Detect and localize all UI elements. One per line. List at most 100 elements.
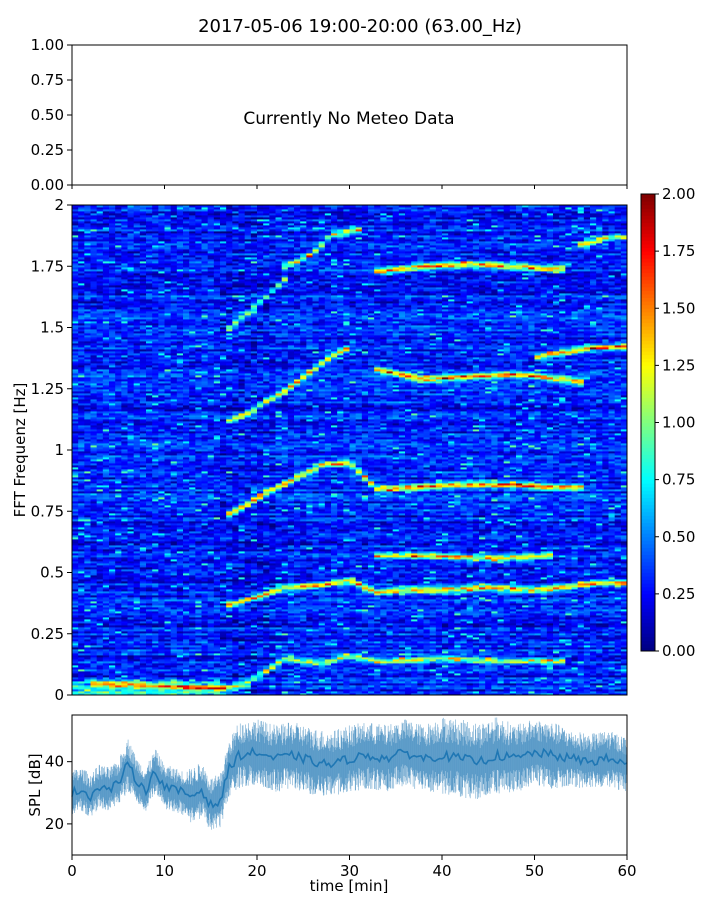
spectrogram-cell xyxy=(201,671,209,674)
spectrogram-cell xyxy=(176,667,184,670)
spectrogram-cell xyxy=(466,675,474,678)
spectrogram-cell xyxy=(602,669,609,672)
spectrogram-cell xyxy=(133,663,141,666)
spectrogram-cell xyxy=(479,693,486,696)
spectrogram-cell xyxy=(460,673,468,676)
spectrogram-cell xyxy=(608,665,616,668)
spectrogram-cell xyxy=(472,659,480,662)
spectrogram-cell xyxy=(435,677,443,680)
spectrogram-cell xyxy=(479,667,486,670)
spectrogram-cell xyxy=(454,665,461,668)
spectrogram-cell xyxy=(405,663,412,666)
spectrogram-cell xyxy=(435,673,443,676)
spectrogram-cell xyxy=(368,671,375,674)
spectrogram-cell xyxy=(306,691,313,694)
spectrogram-cell xyxy=(565,667,572,670)
spectrogram-cell xyxy=(460,657,468,660)
spectrogram-cell xyxy=(238,677,246,680)
spectrogram-cell xyxy=(158,689,165,692)
spectrogram-cell xyxy=(435,683,443,686)
spectrogram-cell xyxy=(232,655,239,658)
spectrogram-cell xyxy=(417,689,424,692)
spectrogram-cell xyxy=(300,675,307,678)
spectrogram-cell xyxy=(318,665,326,668)
spectrogram-cell xyxy=(565,687,572,690)
spectrogram-cell xyxy=(84,661,91,664)
spectrogram-cell xyxy=(546,667,554,670)
spectrogram-cell xyxy=(528,663,535,666)
spectrogram-cell xyxy=(398,675,406,678)
spectrogram-cell xyxy=(577,675,585,678)
spectrogram-cell xyxy=(608,675,616,678)
spectrogram-cell xyxy=(244,657,252,660)
spectrogram-cell xyxy=(491,679,498,682)
spectrogram-cell xyxy=(540,669,548,672)
spectrogram-cell xyxy=(96,677,104,680)
spectrogram-cell xyxy=(448,665,455,668)
spectrogram-cell xyxy=(540,677,548,680)
spectrogram-cell xyxy=(608,661,616,664)
spectrogram-cell xyxy=(361,679,369,682)
spectrogram-cell xyxy=(620,677,628,680)
spectrogram-cell xyxy=(146,655,153,658)
spectrogram-cell xyxy=(448,659,455,662)
spectrogram-cell xyxy=(571,669,579,672)
spectrogram-cell xyxy=(244,669,252,672)
spectrogram-cell xyxy=(380,669,387,672)
spectrogram-cell xyxy=(269,685,276,688)
spectrogram-cell xyxy=(263,655,270,658)
spectrogram-cell xyxy=(386,687,394,690)
spectrogram-cell xyxy=(257,681,264,684)
spectrogram-cell xyxy=(232,677,239,680)
spectrogram-cell xyxy=(540,667,548,670)
spectrogram-cell xyxy=(294,681,301,684)
spectrogram-cell xyxy=(84,673,91,676)
spectrogram-cell xyxy=(392,677,400,680)
spectrogram-cell xyxy=(244,663,252,666)
spectrogram-cell xyxy=(238,693,246,696)
spectrogram-cell xyxy=(127,693,135,696)
spectrogram-cell xyxy=(96,687,104,690)
spectrogram-cell xyxy=(331,673,338,676)
spectrogram-cell xyxy=(497,673,505,676)
spectrogram-cell xyxy=(263,675,270,678)
spectrogram-cell xyxy=(540,671,548,674)
spectrogram-cell xyxy=(553,681,560,684)
spectrogram-cell xyxy=(479,659,486,662)
spectrogram-cell xyxy=(102,687,110,690)
spectrogram-cell xyxy=(497,655,505,658)
spectrogram-cell xyxy=(553,657,560,660)
spectrogram-cell xyxy=(540,679,548,682)
spectrogram-cell xyxy=(411,657,418,660)
spectrogram-cell xyxy=(374,661,381,664)
spectrogram-cell xyxy=(540,681,548,684)
spectrogram-cell xyxy=(133,669,141,672)
spectrogram-cell xyxy=(244,677,252,680)
spectrogram-cell xyxy=(442,657,449,660)
spectrogram-cell xyxy=(195,661,202,664)
spectrogram-cell xyxy=(201,669,209,672)
spectrogram-cell xyxy=(460,689,468,692)
spectrogram-cell xyxy=(250,671,258,674)
spectrogram-cell xyxy=(331,691,338,694)
spectrogram-cell xyxy=(84,677,91,680)
spectrogram-cell xyxy=(90,693,98,696)
spectrogram-cell xyxy=(269,687,276,690)
spectrogram-cell xyxy=(337,683,344,686)
spectrogram-cell xyxy=(355,693,363,696)
spectrogram-cell xyxy=(220,687,227,690)
spectrogram-cell xyxy=(324,663,332,666)
spectrogram-cell xyxy=(158,671,165,674)
spectrogram-cell xyxy=(269,693,276,696)
spectrogram-cell xyxy=(497,671,505,674)
spectrogram-cell xyxy=(115,673,122,676)
spectrogram-cell xyxy=(300,683,307,686)
spectrogram-cell xyxy=(121,693,128,696)
spectrogram-cell xyxy=(571,671,579,674)
spectrogram-cell xyxy=(164,667,172,670)
spectrogram-cell xyxy=(583,671,591,674)
spectrogram-cell xyxy=(226,657,233,660)
spectrogram-cell xyxy=(324,683,332,686)
spectrogram-cell xyxy=(380,689,387,692)
spectrogram-cell xyxy=(386,661,394,664)
